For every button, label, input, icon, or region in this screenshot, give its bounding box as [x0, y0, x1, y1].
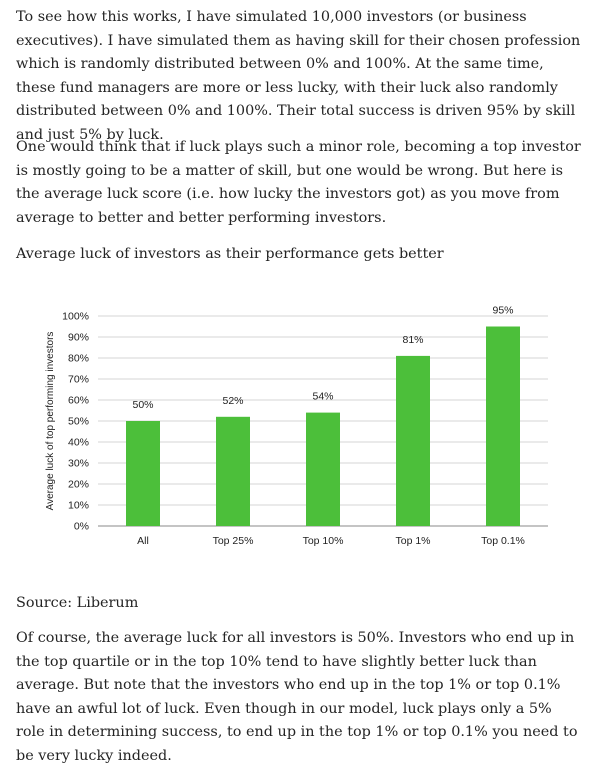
- y-tick-label: 70%: [68, 374, 89, 386]
- x-tick-label: Top 0.1%: [481, 535, 525, 547]
- bar: [306, 412, 340, 526]
- x-tick-label: Top 1%: [395, 535, 430, 547]
- x-tick-label: All: [137, 535, 149, 547]
- data-label: 95%: [492, 305, 513, 317]
- y-tick-label: 40%: [68, 437, 89, 449]
- label-layer: 0% 10% 20% 30% 40% 50% 60% 70% 80% 90% 100% 50% All 5…: [62, 305, 525, 548]
- bar: [396, 355, 430, 526]
- bar-layer: [126, 326, 520, 526]
- chart-caption: Average luck of investors as their perfo…: [16, 246, 444, 262]
- bar: [216, 416, 250, 526]
- y-tick-label: 10%: [68, 500, 89, 512]
- bar: [486, 326, 520, 526]
- paragraph-2: One would think that if luck plays such …: [16, 139, 581, 226]
- y-tick-label: 80%: [68, 353, 89, 365]
- bar: [126, 421, 160, 526]
- x-tick-label: Top 25%: [213, 535, 254, 547]
- y-tick-label: 20%: [68, 479, 89, 491]
- y-tick-label: 60%: [68, 395, 89, 407]
- y-tick-label: 50%: [68, 416, 89, 428]
- paragraph-1: To see how this works, I have simulated …: [16, 9, 581, 143]
- y-tick-label: 100%: [62, 311, 89, 323]
- bar-chart: 0% 10% 20% 30% 40% 50% 60% 70% 80% 90% 100% 50% All 5…: [45, 305, 548, 548]
- y-tick-label: 30%: [68, 458, 89, 470]
- chart-source: Source: Liberum: [16, 595, 139, 611]
- data-label: 50%: [132, 399, 153, 411]
- paragraph-3: Of course, the average luck for all inve…: [16, 630, 578, 764]
- data-label: 54%: [312, 391, 333, 403]
- x-tick-label: Top 10%: [303, 535, 344, 547]
- y-tick-label: 90%: [68, 332, 89, 344]
- y-axis-label: Average luck of top performing investors: [45, 332, 56, 511]
- data-label: 81%: [402, 334, 423, 346]
- y-tick-label: 0%: [74, 521, 89, 533]
- data-label: 52%: [222, 395, 243, 407]
